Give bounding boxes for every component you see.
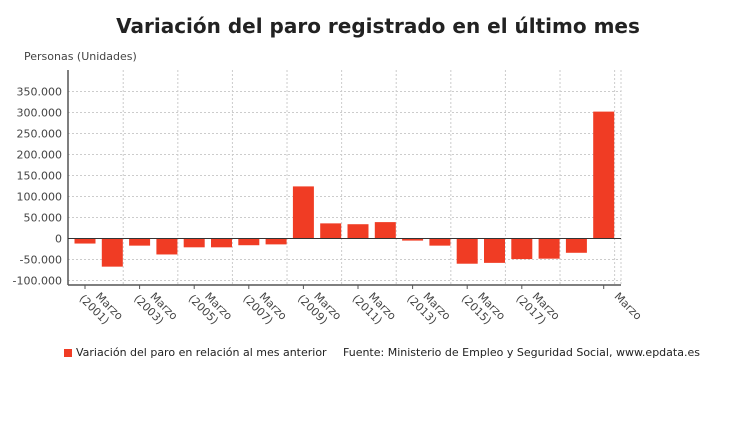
y-tick-label: 0: [55, 233, 62, 246]
x-tick-label: Marzo(2013): [404, 283, 453, 332]
y-tick-label: 250.000: [17, 127, 63, 140]
y-tick-label: 50.000: [24, 211, 63, 224]
bar: [347, 224, 369, 239]
y-tick-label: -50.000: [20, 254, 62, 267]
bar: [320, 223, 342, 239]
bar: [429, 238, 451, 246]
bar: [129, 238, 151, 246]
bar: [183, 238, 205, 248]
bar: [74, 238, 96, 244]
x-tick-label: Marzo(2005): [186, 283, 235, 332]
bar: [292, 186, 314, 239]
bar: [538, 238, 560, 259]
source-note: Fuente: Ministerio de Empleo y Seguridad…: [343, 346, 700, 359]
legend-label: Variación del paro en relación al mes an…: [76, 346, 327, 359]
x-tick-label: Marzo(2009): [295, 283, 344, 332]
chart-title: Variación del paro registrado en el últi…: [116, 14, 640, 38]
bar: [484, 238, 505, 263]
bar: [156, 238, 178, 255]
bar: [101, 238, 123, 267]
y-tick-label: 300.000: [17, 106, 63, 119]
x-tick-label: Marzo: [612, 290, 645, 323]
bar: [374, 222, 396, 239]
bar: [456, 238, 478, 264]
y-tick-label: 350.000: [17, 85, 63, 98]
legend: Variación del paro en relación al mes an…: [64, 346, 327, 359]
bar: [211, 238, 232, 248]
bar: [402, 238, 424, 241]
y-axis-label: Personas (Unidades): [24, 50, 137, 63]
y-tick-label: -100.000: [13, 275, 62, 288]
bar: [593, 111, 615, 239]
x-tick-label: Marzo(2001): [77, 283, 126, 332]
y-tick-label: 100.000: [17, 190, 63, 203]
bar: [238, 238, 260, 246]
x-tick-label: Marzo(2003): [131, 283, 180, 332]
y-tick-label: 150.000: [17, 169, 63, 182]
legend-swatch: [64, 348, 72, 357]
x-tick-label: Marzo(2015): [459, 283, 508, 332]
bar: [565, 238, 587, 253]
x-tick-label: Marzo(2007): [240, 283, 289, 332]
y-tick-label: 200.000: [17, 148, 63, 161]
x-tick-label: Marzo(2017): [513, 283, 562, 332]
bar: [265, 238, 287, 245]
bar: [511, 238, 533, 260]
x-tick-label: Marzo(2011): [350, 283, 399, 332]
